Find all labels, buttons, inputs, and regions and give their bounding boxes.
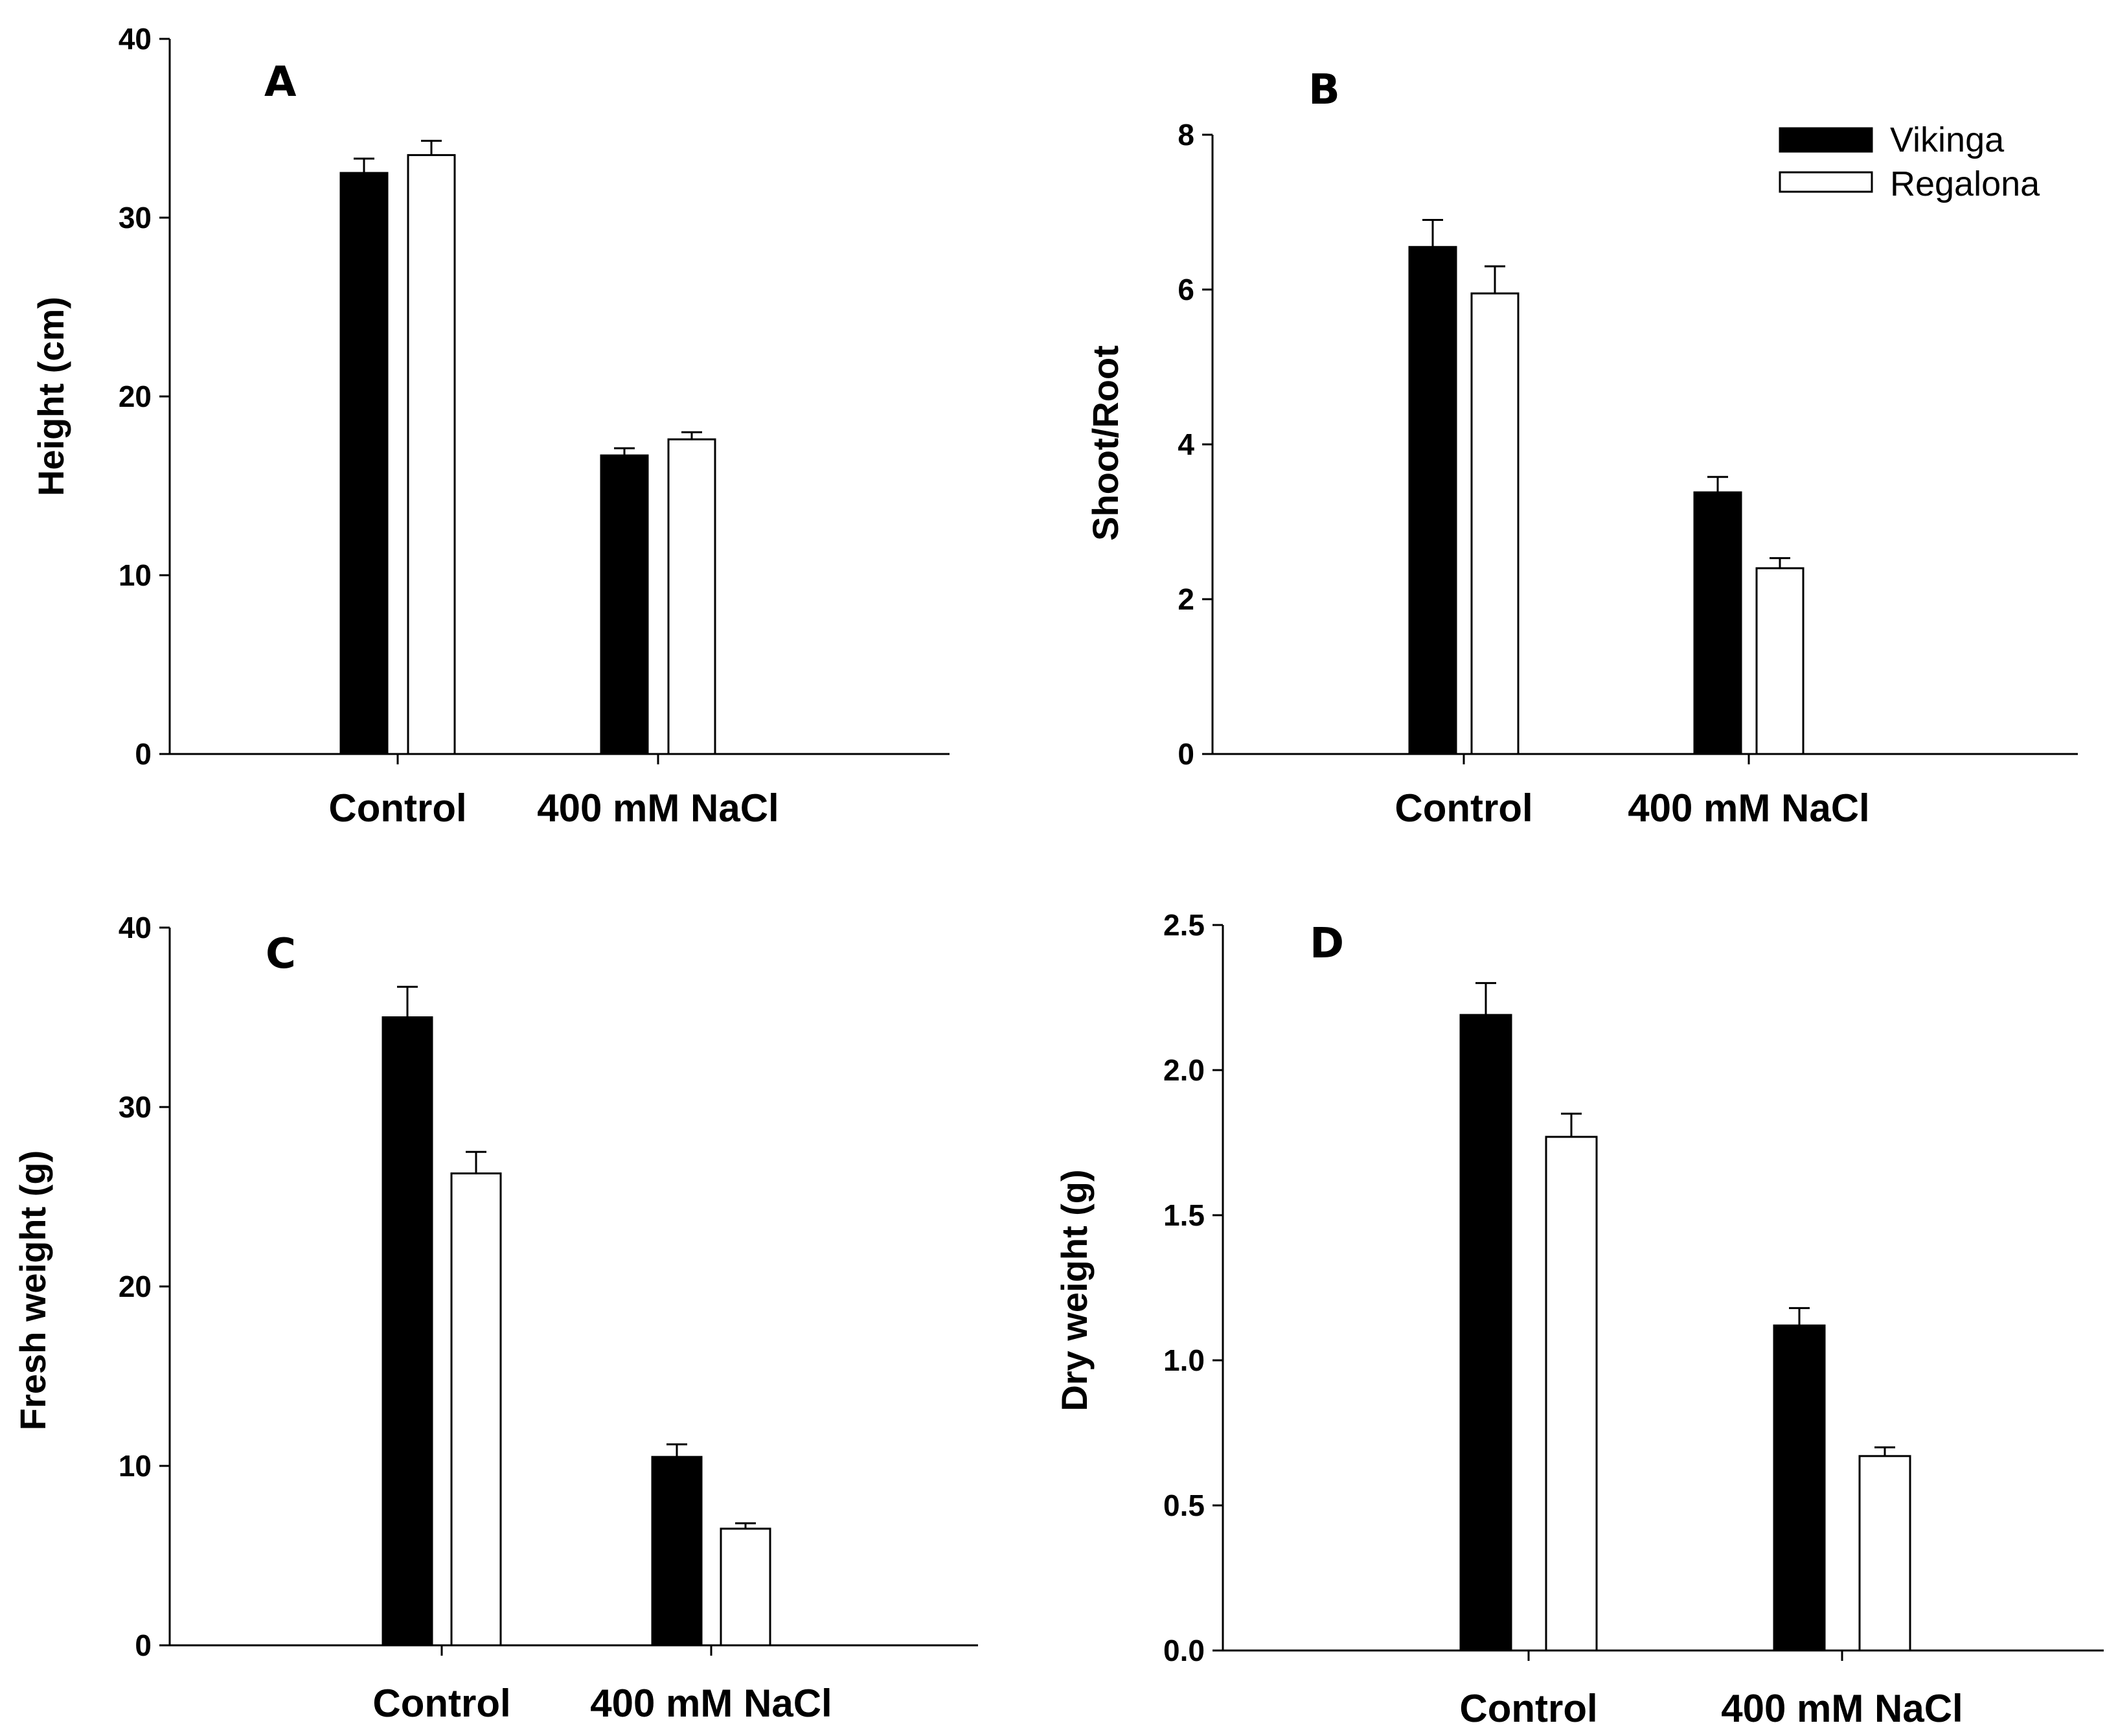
y-tick-label: 0.0 [1163,1634,1205,1667]
y-tick-label: 30 [119,201,152,234]
panel-letter: A [264,58,297,106]
category-label: Control [372,1682,510,1725]
bar-regalona [667,438,716,755]
y-axis-title: Height (cm) [30,297,71,496]
panel-letter: B [1308,66,1340,114]
y-axis-title: Fresh weight (g) [12,1150,53,1430]
bar-regalona [1470,292,1520,755]
bar-regalona [450,1172,502,1647]
y-tick-label: 4 [1178,428,1194,461]
y-tick-label: 1.0 [1163,1343,1205,1377]
category-label: 400 mM NaCl [1721,1687,1963,1730]
bar-vikinga [381,1016,433,1647]
category-label: 400 mM NaCl [1628,786,1869,830]
panel-d: 0.0 0.5 1.0 1.5 2.0 2.5 Dry weight (g) D Control… [1054,908,2104,1730]
y-tick-label: 2.5 [1163,908,1205,942]
y-axis-title: Dry weight (g) [1054,1169,1095,1411]
category-label: 400 mM NaCl [537,786,779,830]
y-tick-label: 40 [119,22,152,56]
legend-label-vikinga: Vikinga [1890,120,2005,159]
bar-vikinga [1773,1324,1826,1652]
panel-a: 0 10 20 30 40 Height (cm) A Control 400 mM NaCl [30,22,950,830]
bar-vikinga [1459,1014,1512,1652]
y-tick-label: 6 [1178,273,1194,306]
y-tick-label: 0 [135,1628,152,1662]
bar-regalona [407,154,456,755]
y-axis-title: Shoot/Root [1085,345,1126,541]
y-tick-label: 2.0 [1163,1053,1205,1087]
legend-swatch-vikinga [1779,127,1873,153]
bar-regalona [720,1527,771,1647]
y-tick-label: 8 [1178,118,1194,152]
legend-label-regalona: Regalona [1890,165,2040,203]
y-tick-label: 10 [119,558,152,592]
bar-vikinga [1408,246,1457,755]
bar-regalona [1755,567,1805,755]
bar-vikinga [600,454,649,755]
y-tick-label: 20 [119,380,152,413]
bar-vikinga [339,172,389,755]
legend: Vikinga Regalona [1779,120,2040,203]
category-label: Control [1459,1687,1597,1730]
y-tick-label: 20 [119,1270,152,1303]
category-label: Control [328,786,466,830]
y-tick-label: 0 [135,737,152,771]
category-label: Control [1395,786,1532,830]
bar-regalona [1858,1455,1911,1652]
panel-letter: C [266,930,296,978]
bar-regalona [1545,1136,1598,1652]
bar-vikinga [1693,491,1742,755]
y-tick-label: 0 [1178,737,1194,771]
bar-vikinga [651,1456,703,1647]
y-tick-label: 40 [119,911,152,944]
legend-swatch-regalona [1779,171,1873,193]
y-tick-label: 1.5 [1163,1198,1205,1232]
category-label: 400 mM NaCl [590,1682,832,1725]
panel-b: 0 2 4 6 8 Shoot/Root B Control 400 mM NaCl [1085,66,2078,830]
panel-c: 0 10 20 30 40 Fresh weight (g) C Control 400 mM … [12,911,978,1725]
y-tick-label: 0.5 [1163,1489,1205,1522]
y-tick-label: 10 [119,1449,152,1483]
panel-letter: D [1310,920,1344,968]
y-tick-label: 2 [1178,582,1194,616]
y-tick-label: 30 [119,1090,152,1124]
